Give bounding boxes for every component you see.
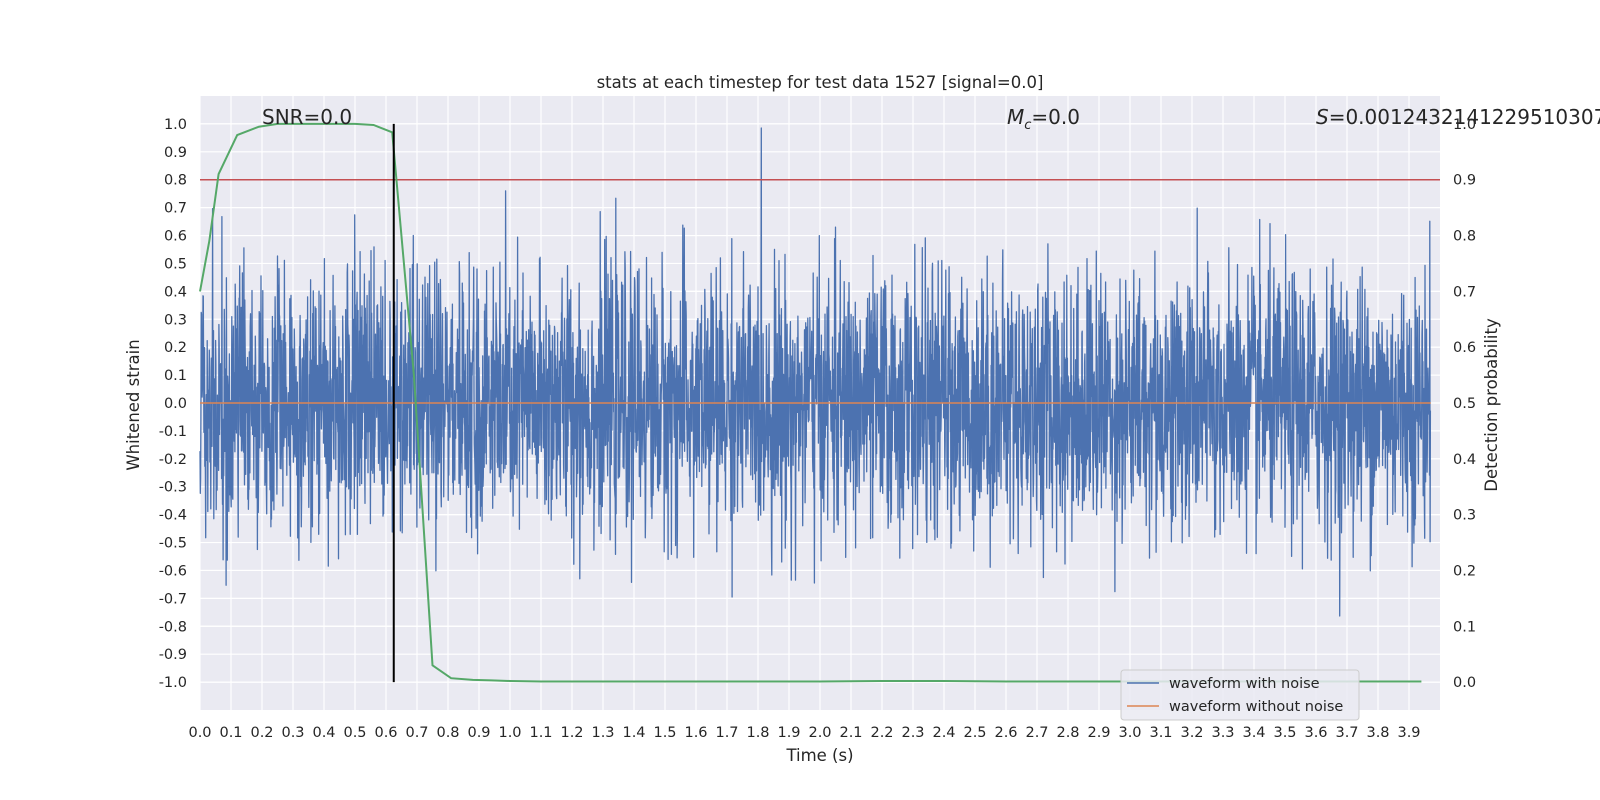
y-right-tick-label: 0.8 [1453, 229, 1476, 245]
x-tick-label: 0.5 [343, 725, 366, 741]
x-tick-label: 3.4 [1242, 725, 1265, 741]
y-tick-label: -0.5 [159, 536, 187, 552]
x-tick-label: 1.5 [653, 725, 676, 741]
y-tick-label: -1.0 [159, 675, 187, 691]
y-right-tick-label: 0.4 [1453, 452, 1476, 468]
x-tick-label: 0.0 [188, 725, 211, 741]
y-tick-label: -0.4 [159, 508, 187, 524]
y-right-tick-labels: 1.0 0.9 0.8 0.7 0.6 0.5 0.4 0.3 0.2 0.1 0.0 [1453, 117, 1476, 691]
x-tick-label: 2.5 [963, 725, 986, 741]
y-tick-label: -0.1 [159, 424, 187, 440]
series-waveform-with-noise [199, 127, 1432, 617]
x-tick-label: 0.9 [467, 725, 490, 741]
legend-label-clean: waveform without noise [1169, 699, 1343, 715]
mc-subscript: c [1024, 118, 1031, 133]
x-tick-label: 2.9 [1087, 725, 1110, 741]
x-tick-label: 2.7 [1025, 725, 1048, 741]
y-right-tick-label: 0.9 [1453, 173, 1476, 189]
y-tick-label: -0.8 [159, 619, 187, 635]
y-right-tick-label: 0.2 [1453, 563, 1476, 579]
x-tick-label: 3.1 [1149, 725, 1172, 741]
mc-annotation: Mc=0.0 [1007, 105, 1080, 133]
y-tick-label: 1.0 [164, 117, 187, 133]
y-right-tick-label: 0.5 [1453, 396, 1476, 412]
x-tick-label: 1.4 [622, 725, 645, 741]
y-tick-label: 0.3 [164, 312, 187, 328]
x-tick-label: 0.3 [281, 725, 304, 741]
x-tick-label: 0.8 [436, 725, 459, 741]
s-value: =0.0012432141229510307 [1329, 105, 1600, 129]
x-tick-label: 1.9 [777, 725, 800, 741]
x-tick-labels: 0.0 0.1 0.2 0.3 0.4 0.5 0.6 0.7 0.8 0.9 1.0 1.1 1.2 1… [188, 725, 1420, 741]
y-tick-label: 0.8 [164, 173, 187, 189]
noise-line [199, 127, 1432, 617]
x-tick-label: 1.7 [715, 725, 738, 741]
chart-title: stats at each timestep for test data 152… [597, 73, 1044, 92]
x-tick-label: 0.7 [405, 725, 428, 741]
x-tick-label: 3.2 [1180, 725, 1203, 741]
x-tick-label: 2.6 [994, 725, 1017, 741]
x-tick-label: 1.6 [684, 725, 707, 741]
x-tick-label: 2.8 [1056, 725, 1079, 741]
x-tick-label: 3.9 [1397, 725, 1420, 741]
y-axis-label: Whitened strain [124, 339, 143, 470]
y-tick-label: 0.2 [164, 340, 187, 356]
y-tick-label: 0.7 [164, 201, 187, 217]
y-right-tick-label: 0.3 [1453, 508, 1476, 524]
y-tick-label: 0.1 [164, 368, 187, 384]
y-tick-labels: 1.0 0.9 0.8 0.7 0.6 0.5 0.4 0.3 0.2 0.1 0.0 -0.1 -0.… [159, 117, 187, 691]
x-axis-label: Time (s) [785, 746, 853, 765]
x-tick-label: 3.0 [1118, 725, 1141, 741]
legend: waveform with noise waveform without noi… [1120, 669, 1360, 721]
y-right-tick-label: 1.0 [1453, 117, 1476, 133]
x-tick-label: 0.1 [219, 725, 242, 741]
y-right-axis-label: Detection probability [1482, 318, 1501, 492]
s-annotation: S=0.0012432141229510307 [1316, 105, 1600, 129]
y-tick-label: 0.5 [164, 256, 187, 272]
x-tick-label: 2.0 [808, 725, 831, 741]
x-tick-label: 1.0 [498, 725, 521, 741]
x-tick-label: 1.1 [529, 725, 552, 741]
x-tick-label: 3.8 [1366, 725, 1389, 741]
x-tick-label: 2.3 [901, 725, 924, 741]
series-detection-probability [199, 122, 1422, 683]
x-tick-label: 1.3 [591, 725, 614, 741]
y-right-tick-label: 0.6 [1453, 340, 1476, 356]
x-tick-label: 0.6 [374, 725, 397, 741]
x-tick-label: 2.4 [932, 725, 955, 741]
y-tick-label: 0.6 [164, 229, 187, 245]
mc-symbol: M [1007, 105, 1024, 129]
x-tick-label: 1.8 [746, 725, 769, 741]
s-symbol: S [1316, 105, 1329, 129]
y-tick-label: -0.6 [159, 563, 187, 579]
x-tick-label: 3.3 [1211, 725, 1234, 741]
y-right-tick-label: 0.0 [1453, 675, 1476, 691]
x-tick-label: 3.7 [1335, 725, 1358, 741]
y-tick-label: 0.4 [164, 284, 187, 300]
y-right-tick-label: 0.7 [1453, 284, 1476, 300]
x-tick-label: 0.2 [250, 725, 273, 741]
y-tick-label: -0.2 [159, 452, 187, 468]
y-right-tick-label: 0.1 [1453, 619, 1476, 635]
y-tick-label: -0.3 [159, 480, 187, 496]
y-tick-label: -0.7 [159, 591, 187, 607]
x-tick-label: 3.5 [1273, 725, 1296, 741]
y-tick-label: -0.9 [159, 647, 187, 663]
x-tick-label: 1.2 [560, 725, 583, 741]
legend-box [1120, 669, 1360, 721]
snr-annotation: SNR=0.0 [262, 105, 352, 129]
legend-label-noise: waveform with noise [1169, 676, 1320, 692]
x-tick-label: 2.2 [870, 725, 893, 741]
x-tick-label: 0.4 [312, 725, 335, 741]
mc-value: =0.0 [1031, 105, 1080, 129]
y-tick-label: 0.9 [164, 145, 187, 161]
x-tick-label: 3.6 [1304, 725, 1327, 741]
x-tick-label: 2.1 [839, 725, 862, 741]
y-tick-label: 0.0 [164, 396, 187, 412]
